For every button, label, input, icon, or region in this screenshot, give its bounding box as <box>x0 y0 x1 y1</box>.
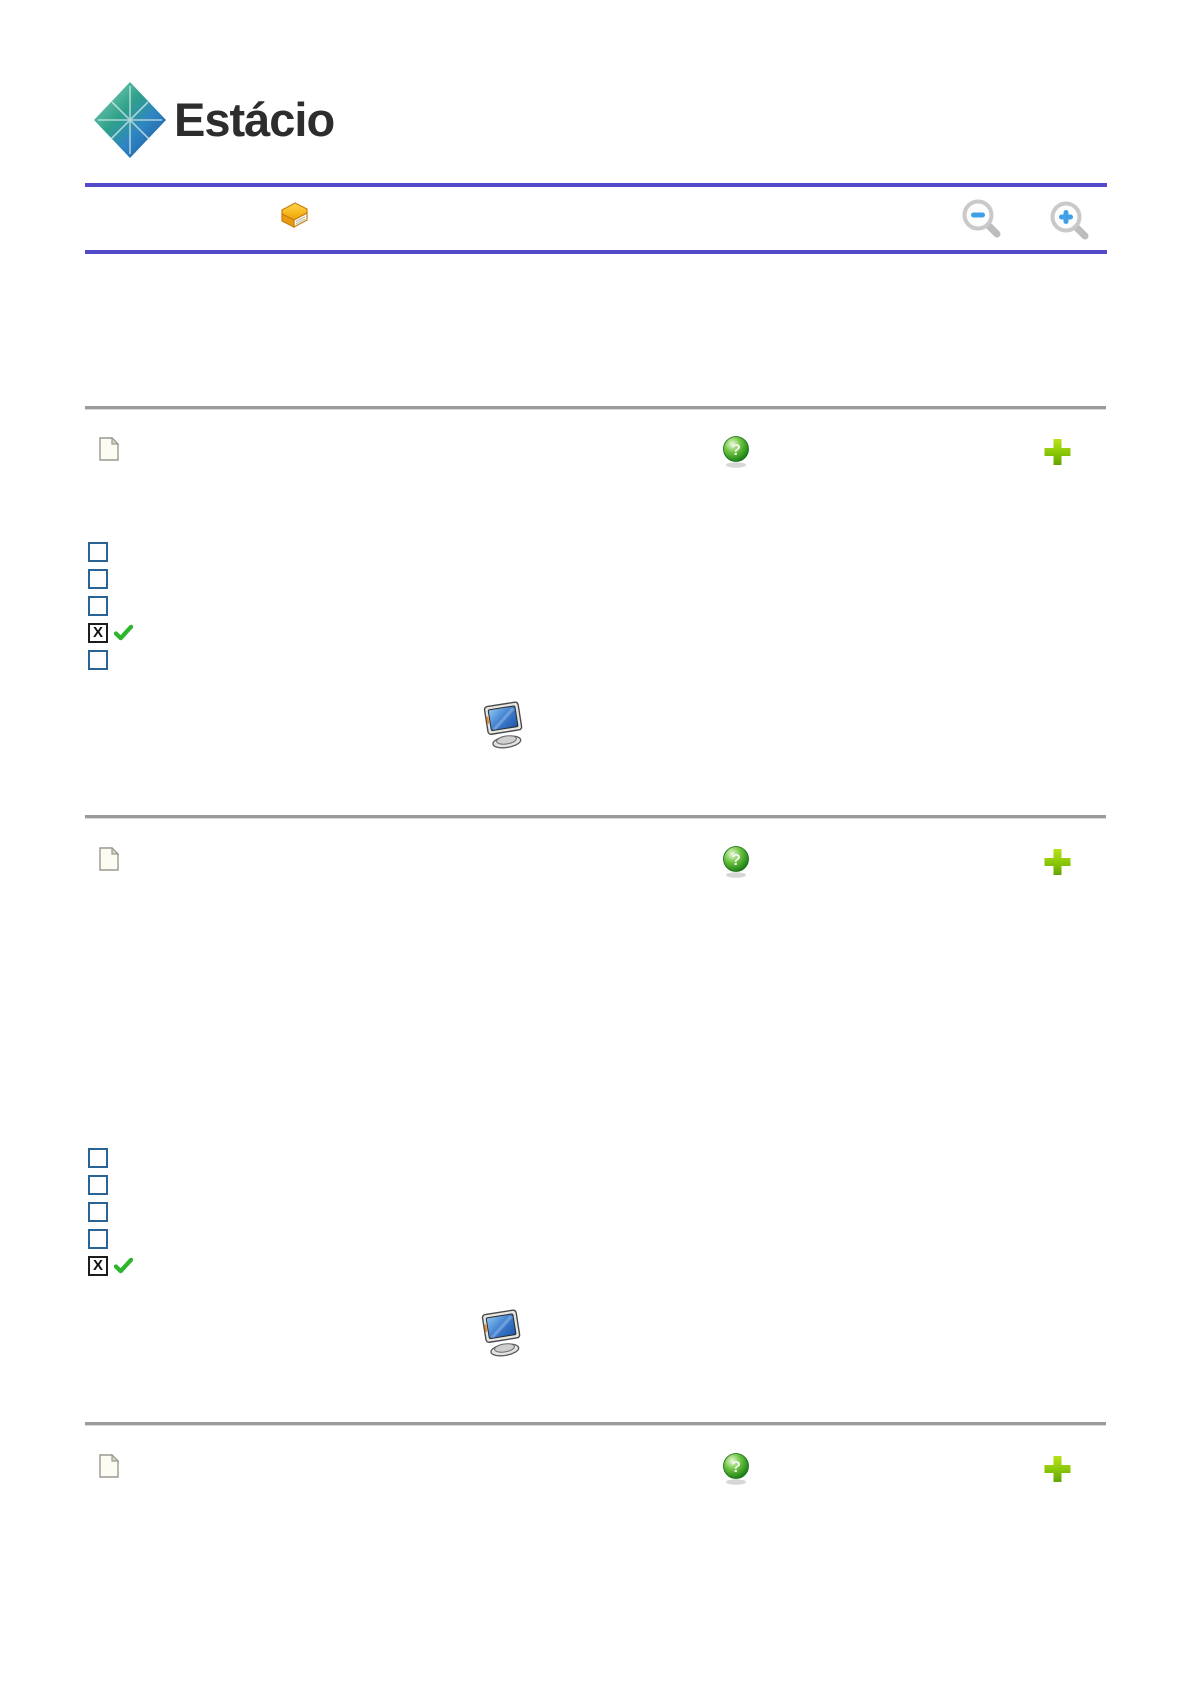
section-divider <box>85 1422 1106 1426</box>
answer-option-row <box>88 1228 133 1249</box>
correct-check-icon <box>114 1257 133 1274</box>
option-checkbox[interactable] <box>88 595 108 616</box>
svg-text:?: ? <box>731 442 741 459</box>
option-checkbox[interactable] <box>88 649 108 670</box>
answer-option-row: X <box>88 1255 133 1276</box>
toolbar-rule-bottom <box>85 250 1107 254</box>
document-icon <box>99 437 119 461</box>
option-checkbox[interactable] <box>88 1201 108 1222</box>
question-2-options: X <box>88 1147 133 1282</box>
option-checkbox-checked[interactable]: X <box>88 1255 108 1276</box>
document-icon <box>99 847 119 871</box>
option-checkbox[interactable] <box>88 568 108 589</box>
answer-option-row <box>88 568 133 589</box>
answer-option-row <box>88 1201 133 1222</box>
answer-option-row <box>88 1147 133 1168</box>
answer-option-row <box>88 595 133 616</box>
svg-text:?: ? <box>731 852 741 869</box>
section-divider <box>85 406 1106 410</box>
monitor-icon <box>481 1308 525 1358</box>
monitor-icon <box>483 700 527 750</box>
answer-option-row <box>88 1174 133 1195</box>
zoom-in-icon[interactable] <box>1048 199 1090 241</box>
zoom-out-icon[interactable] <box>960 197 1002 239</box>
answer-option-row <box>88 541 133 562</box>
correct-check-icon <box>114 624 133 641</box>
estacio-logo-text: Estácio <box>174 93 335 146</box>
option-checkbox[interactable] <box>88 1147 108 1168</box>
book-icon[interactable] <box>278 199 311 232</box>
add-icon[interactable] <box>1043 437 1072 468</box>
document-icon <box>99 1454 119 1478</box>
help-icon[interactable]: ? <box>722 1452 750 1485</box>
option-checkbox-checked[interactable]: X <box>88 622 108 643</box>
svg-text:?: ? <box>731 1459 741 1476</box>
estacio-logo-diamond-icon <box>92 80 168 160</box>
toolbar-rule-top <box>85 183 1107 187</box>
answer-option-row <box>88 649 133 670</box>
section-divider <box>85 815 1106 819</box>
option-checkbox[interactable] <box>88 1174 108 1195</box>
answer-option-row: X <box>88 622 133 643</box>
option-checkbox[interactable] <box>88 541 108 562</box>
add-icon[interactable] <box>1043 1454 1072 1485</box>
option-checkbox[interactable] <box>88 1228 108 1249</box>
help-icon[interactable]: ? <box>722 845 750 878</box>
question-1-options: X <box>88 541 133 676</box>
add-icon[interactable] <box>1043 847 1072 878</box>
help-icon[interactable]: ? <box>722 435 750 468</box>
